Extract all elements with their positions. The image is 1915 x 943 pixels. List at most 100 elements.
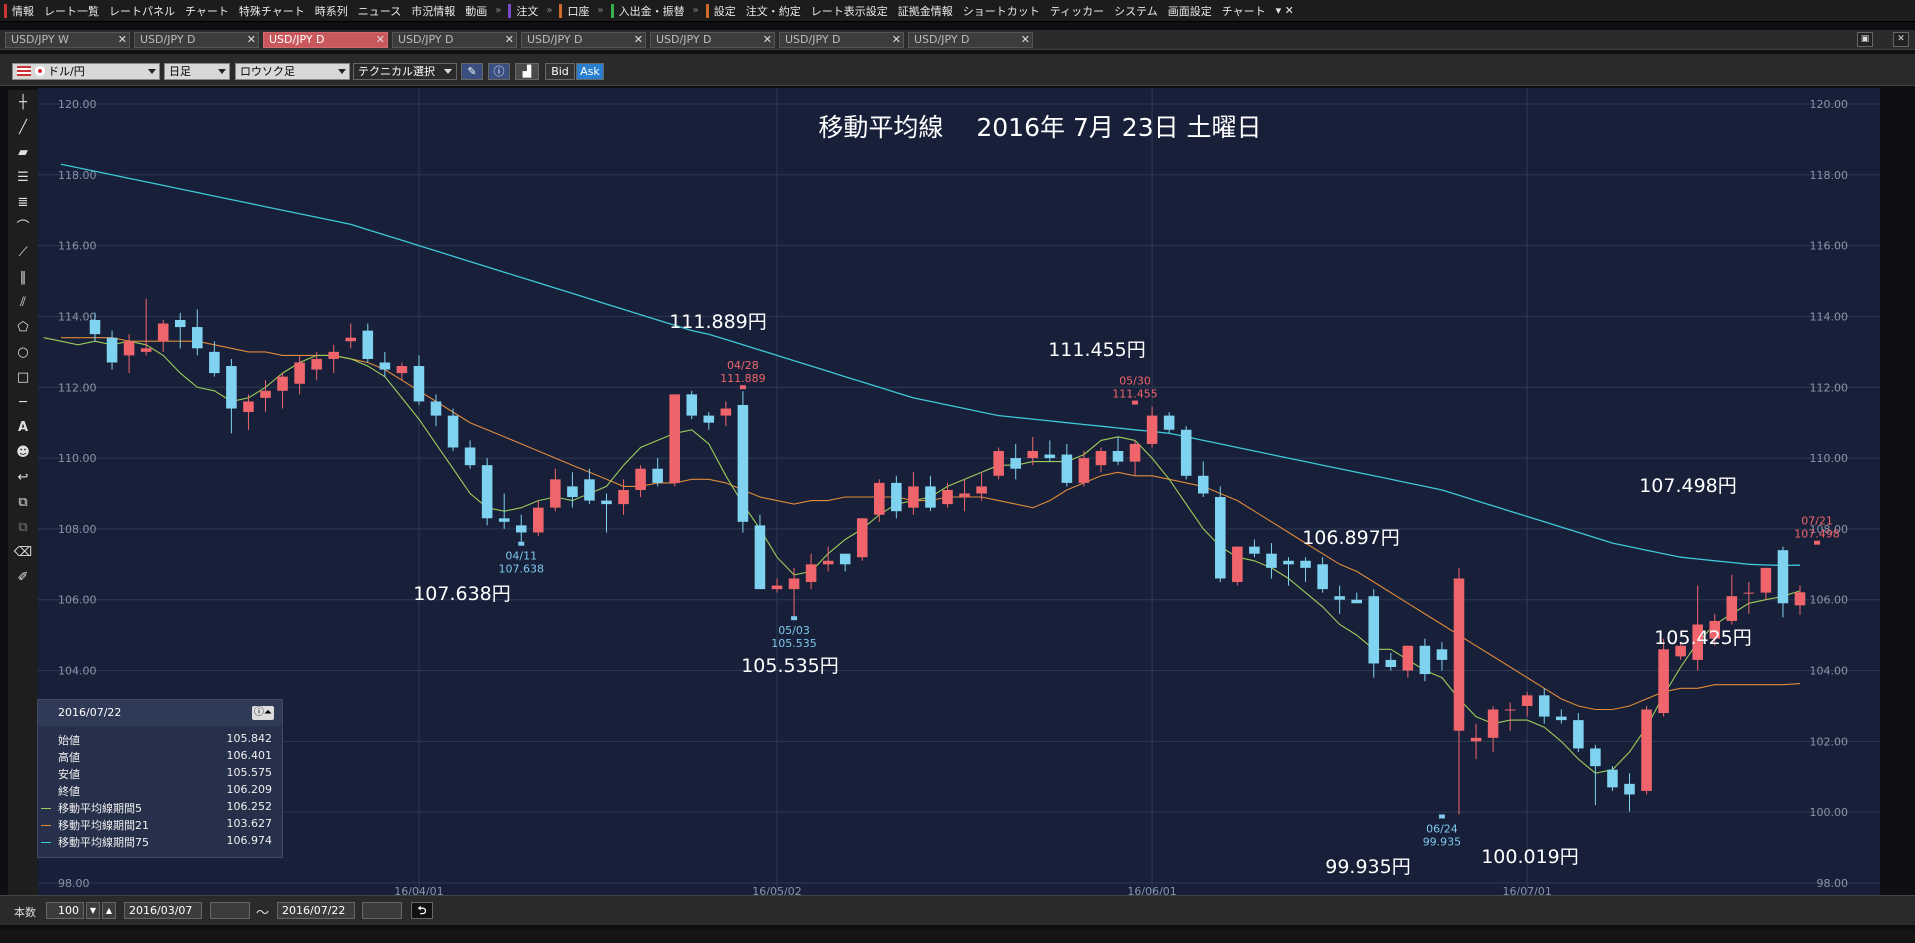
- from-date-input[interactable]: 2016/03/07: [124, 902, 202, 919]
- menu-item[interactable]: ニュース: [357, 4, 402, 18]
- price-callout: 107.498円: [1639, 475, 1737, 497]
- menu-item[interactable]: レート一覧: [44, 4, 99, 18]
- menu-item[interactable]: 市況情報: [411, 4, 456, 18]
- from-time-input[interactable]: [210, 902, 250, 919]
- info-toggle-icon[interactable]: ⓘ⏶: [252, 706, 274, 720]
- info-icon[interactable]: ⓘ: [488, 63, 510, 80]
- candle-body: [1197, 475, 1209, 494]
- chart-title: 移動平均線 2016年 7月 23日 土曜日: [818, 113, 1261, 142]
- close-icon[interactable]: ✕: [117, 33, 127, 46]
- menu-item[interactable]: 情報: [12, 4, 34, 18]
- technical-select[interactable]: テクニカル選択: [353, 63, 457, 80]
- arc-icon[interactable]: ⌒: [16, 220, 30, 235]
- reload-icon[interactable]: ⮌: [411, 902, 433, 919]
- info-label: 移動平均線期間75: [58, 836, 149, 849]
- close-icon[interactable]: ✕: [633, 33, 643, 46]
- hline-icon[interactable]: ─: [19, 395, 27, 410]
- crosshair-icon[interactable]: ┼: [19, 95, 27, 110]
- tab-chart[interactable]: USD/JPY D ✕: [263, 32, 388, 48]
- pitchfork-icon[interactable]: ⫽: [20, 295, 26, 310]
- undo-icon[interactable]: ↩: [17, 470, 29, 485]
- horizontal-lines-icon[interactable]: ☰: [17, 170, 29, 185]
- tab-chart[interactable]: USD/JPY W ✕: [5, 32, 130, 48]
- candle-body: [1368, 596, 1380, 664]
- count-input[interactable]: 100: [46, 902, 84, 919]
- menu-item[interactable]: チャート: [1221, 4, 1266, 18]
- tab-label: USD/JPY D: [656, 33, 712, 46]
- eraser-icon[interactable]: ⌫: [13, 545, 33, 560]
- menu-item[interactable]: チャート: [185, 4, 229, 18]
- candle-body: [1641, 709, 1652, 791]
- edit-icon[interactable]: ✐: [17, 570, 29, 585]
- tab-chart[interactable]: USD/JPY D ✕: [134, 32, 259, 48]
- candle-body: [550, 479, 561, 508]
- menu-overflow-icon[interactable]: »: [495, 5, 502, 16]
- copy-icon[interactable]: ⧉: [18, 495, 28, 510]
- count-up-icon[interactable]: ▲: [102, 902, 116, 919]
- menu-item[interactable]: システム: [1114, 4, 1158, 18]
- menu-item[interactable]: 画面設定: [1167, 4, 1212, 18]
- tab-chart[interactable]: USD/JPY D ✕: [908, 32, 1033, 48]
- menu-marker: [705, 3, 709, 18]
- chart-style-select[interactable]: ロウソク足: [235, 63, 350, 80]
- menu-item[interactable]: ショートカット: [962, 4, 1040, 18]
- count-down-icon[interactable]: ▼: [86, 902, 100, 919]
- pen-icon[interactable]: ✎: [461, 63, 483, 80]
- menu-item[interactable]: 動画: [465, 4, 488, 18]
- menu-item[interactable]: 注文: [516, 4, 539, 18]
- stamp-icon[interactable]: ☻: [16, 445, 30, 460]
- period-select[interactable]: 日足: [164, 63, 230, 80]
- restore-icon[interactable]: ▣: [1857, 32, 1873, 47]
- to-time-input[interactable]: [362, 902, 402, 919]
- menu-overflow-icon[interactable]: »: [597, 5, 604, 16]
- close-icon[interactable]: ✕: [1020, 33, 1030, 46]
- close-window-icon[interactable]: ✕: [1893, 32, 1909, 47]
- tab-chart[interactable]: USD/JPY D ✕: [779, 32, 904, 48]
- menu-item[interactable]: 時系列: [314, 4, 348, 18]
- menu-item[interactable]: レートパネル: [109, 4, 175, 18]
- close-icon[interactable]: ✕: [375, 33, 385, 46]
- candle: [379, 351, 391, 377]
- menu-item[interactable]: 証拠金情報: [897, 4, 953, 18]
- fibonacci-icon[interactable]: ≣: [17, 195, 29, 210]
- fan-icon[interactable]: ⟋: [18, 245, 28, 260]
- paste-icon[interactable]: ⧉: [18, 520, 28, 535]
- menu-item[interactable]: 設定: [713, 4, 736, 18]
- y-tick-label-right: 114.00: [1810, 310, 1849, 323]
- to-date-input[interactable]: 2016/07/22: [277, 902, 355, 919]
- bid-button[interactable]: Bid: [545, 63, 575, 80]
- candle: [1044, 440, 1056, 462]
- tab-chart[interactable]: USD/JPY D ✕: [521, 32, 646, 48]
- menu-item[interactable]: レート表示設定: [810, 4, 888, 18]
- menu-overflow-icon[interactable]: »: [546, 5, 553, 16]
- pentagon-icon[interactable]: ⬠: [17, 320, 29, 335]
- chevron-down-icon: [444, 69, 452, 74]
- menu-item[interactable]: ティッカー: [1049, 4, 1105, 18]
- tab-chart[interactable]: USD/JPY D ✕: [650, 32, 775, 48]
- ruler-icon[interactable]: ▰: [18, 145, 28, 160]
- close-icon[interactable]: ✕: [246, 33, 256, 46]
- moving-average-ma75: [60, 163, 1801, 567]
- tab-chart[interactable]: USD/JPY D ✕: [392, 32, 517, 48]
- ask-button[interactable]: Ask: [576, 63, 604, 80]
- vertical-lines-icon[interactable]: ‖: [19, 270, 27, 285]
- trendline-icon[interactable]: ╱: [19, 120, 27, 135]
- candle-body: [413, 366, 425, 402]
- pair-select[interactable]: ドル/円: [12, 63, 160, 80]
- menu-item[interactable]: 注文・約定: [745, 4, 801, 18]
- menu-item[interactable]: 口座: [567, 4, 590, 18]
- close-icon[interactable]: ✕: [891, 33, 901, 46]
- circle-icon[interactable]: ○: [17, 345, 29, 360]
- menu-more-icon[interactable]: ▾ ✕: [1275, 4, 1294, 17]
- close-icon[interactable]: ✕: [762, 33, 772, 46]
- menu-overflow-icon[interactable]: »: [692, 5, 699, 16]
- menu-item[interactable]: 入出金・振替: [618, 4, 685, 18]
- menu-item[interactable]: 特殊チャート: [238, 4, 305, 18]
- candle: [1197, 461, 1209, 498]
- text-tool-icon[interactable]: A: [17, 420, 29, 435]
- candle: [550, 468, 561, 512]
- close-icon[interactable]: ✕: [504, 33, 514, 46]
- chart-mini-icon[interactable]: ▟: [515, 63, 539, 80]
- rectangle-icon[interactable]: □: [16, 370, 30, 385]
